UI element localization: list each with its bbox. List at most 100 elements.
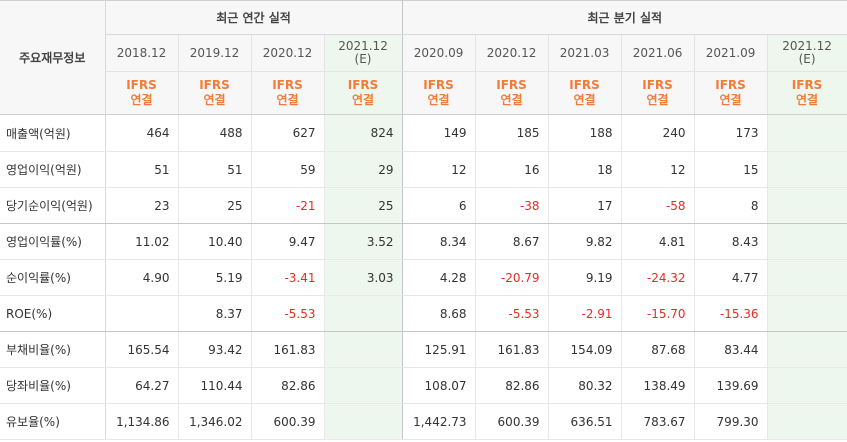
table-cell — [324, 295, 403, 332]
row-label-header: 주요재무정보 — [0, 0, 106, 115]
table-row: 매출액(억원) 464 488 627 824 149 185 188 240 173 — [0, 114, 847, 152]
table-cell: 240 — [621, 114, 695, 152]
table-cell: 188 — [548, 114, 622, 152]
table-cell: -15.70 — [621, 295, 695, 332]
row-label: 영업이익률(%) — [0, 223, 106, 260]
table-cell — [324, 367, 403, 404]
table-cell: 1,346.02 — [178, 403, 252, 440]
row-label: 순이익률(%) — [0, 259, 106, 296]
accounting-type-label: IFRS 연결 — [475, 71, 549, 115]
period-header: 2021.12 (E) — [324, 34, 403, 72]
table-cell: 783.67 — [621, 403, 695, 440]
table-cell: 154.09 — [548, 331, 622, 368]
table-cell: 600.39 — [475, 403, 549, 440]
table-cell: 627 — [251, 114, 325, 152]
table-cell — [767, 187, 847, 224]
table-cell: 8 — [694, 187, 768, 224]
table-cell: 59 — [251, 151, 325, 188]
table-row: 유보율(%) 1,134.86 1,346.02 600.39 1,442.73 600.… — [0, 403, 847, 440]
period-header: 2021.03 — [548, 34, 622, 72]
table-cell: 51 — [178, 151, 252, 188]
table-cell: 8.43 — [694, 223, 768, 260]
table-cell: -58 — [621, 187, 695, 224]
table-cell: 125.91 — [402, 331, 476, 368]
accounting-type-label: IFRS 연결 — [178, 71, 252, 115]
table-cell: 4.90 — [105, 259, 179, 296]
table-cell: 799.30 — [694, 403, 768, 440]
table-cell: 165.54 — [105, 331, 179, 368]
table-cell: 161.83 — [251, 331, 325, 368]
table-cell: -3.41 — [251, 259, 325, 296]
table-cell: 9.19 — [548, 259, 622, 296]
period-header: 2020.12 — [475, 34, 549, 72]
table-cell: 8.68 — [402, 295, 476, 332]
table-cell: -2.91 — [548, 295, 622, 332]
table-cell: 6 — [402, 187, 476, 224]
period-header: 2020.12 — [251, 34, 325, 72]
accounting-type-label: IFRS 연결 — [324, 71, 403, 115]
period-header: 2021.09 — [694, 34, 768, 72]
table-row: 당기순이익(억원) 23 25 -21 25 6 -38 17 -58 8 — [0, 187, 847, 224]
table-cell: 11.02 — [105, 223, 179, 260]
accounting-type-label: IFRS 연결 — [251, 71, 325, 115]
table-cell — [767, 151, 847, 188]
table-cell: 17 — [548, 187, 622, 224]
table-row: ROE(%) 8.37 -5.53 8.68 -5.53 -2.91 -15.70 -15.3… — [0, 295, 847, 332]
row-label: ROE(%) — [0, 295, 106, 332]
table-cell: 8.34 — [402, 223, 476, 260]
table-cell — [767, 331, 847, 368]
row-label: 당좌비율(%) — [0, 367, 106, 404]
quarterly-results-header: 최근 분기 실적 — [402, 0, 847, 35]
table-cell: 4.81 — [621, 223, 695, 260]
table-cell: 16 — [475, 151, 549, 188]
table-row: 영업이익(억원) 51 51 59 29 12 16 18 12 15 — [0, 151, 847, 188]
table-row: 부채비율(%) 165.54 93.42 161.83 125.91 161.83 154.… — [0, 331, 847, 368]
table-cell: -38 — [475, 187, 549, 224]
table-cell: 185 — [475, 114, 549, 152]
table-cell: 1,442.73 — [402, 403, 476, 440]
accounting-type-label: IFRS 연결 — [402, 71, 476, 115]
table-cell: 25 — [178, 187, 252, 224]
table-cell: -5.53 — [251, 295, 325, 332]
table-cell: 87.68 — [621, 331, 695, 368]
row-label: 영업이익(억원) — [0, 151, 106, 188]
period-header: 2020.09 — [402, 34, 476, 72]
table-row: 당좌비율(%) 64.27 110.44 82.86 108.07 82.86 80.32 1… — [0, 367, 847, 404]
table-cell: 80.32 — [548, 367, 622, 404]
table-cell: 51 — [105, 151, 179, 188]
table-cell: 4.77 — [694, 259, 768, 296]
table-cell: 149 — [402, 114, 476, 152]
table-cell: 161.83 — [475, 331, 549, 368]
table-cell: 138.49 — [621, 367, 695, 404]
table-cell: 5.19 — [178, 259, 252, 296]
table-cell: -20.79 — [475, 259, 549, 296]
table-cell: 464 — [105, 114, 179, 152]
table-cell — [767, 223, 847, 260]
period-header: 2019.12 — [178, 34, 252, 72]
table-cell — [324, 331, 403, 368]
table-cell: 600.39 — [251, 403, 325, 440]
table-cell: 23 — [105, 187, 179, 224]
table-cell: 12 — [402, 151, 476, 188]
period-header: 2021.06 — [621, 34, 695, 72]
row-label: 당기순이익(억원) — [0, 187, 106, 224]
table-row: 순이익률(%) 4.90 5.19 -3.41 3.03 4.28 -20.79 9.19 -2… — [0, 259, 847, 296]
period-header: 2021.12 (E) — [767, 34, 847, 72]
table-cell: -24.32 — [621, 259, 695, 296]
table-cell — [767, 403, 847, 440]
period-header: 2018.12 — [105, 34, 179, 72]
table-cell — [767, 295, 847, 332]
row-label: 부채비율(%) — [0, 331, 106, 368]
table-row: 영업이익률(%) 11.02 10.40 9.47 3.52 8.34 8.67 9.82 4.… — [0, 223, 847, 260]
table-cell: -5.53 — [475, 295, 549, 332]
table-cell: -21 — [251, 187, 325, 224]
table-cell: 9.47 — [251, 223, 325, 260]
table-cell: 9.82 — [548, 223, 622, 260]
table-cell: 82.86 — [475, 367, 549, 404]
table-cell — [767, 259, 847, 296]
table-cell: 824 — [324, 114, 403, 152]
row-label: 매출액(억원) — [0, 114, 106, 152]
table-cell: 64.27 — [105, 367, 179, 404]
table-cell: 488 — [178, 114, 252, 152]
